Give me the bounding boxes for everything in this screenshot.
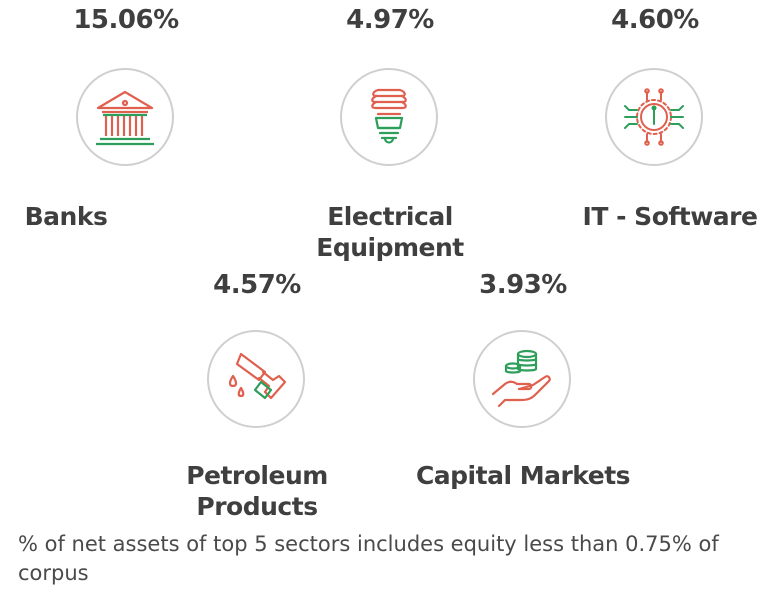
footnote: % of net assets of top 5 sectors include… (18, 532, 719, 585)
sector-banks: 15.06% Banks (11, 5, 241, 245)
sector-electrical-equipment: 4.97% Electrical Equipment (275, 5, 505, 265)
icon-circle (473, 330, 571, 428)
sector-percentage: 4.97% (346, 5, 434, 35)
sector-petroleum-products: 4.57% Petroleum Products (142, 270, 372, 530)
icon-circle (340, 68, 438, 166)
sector-percentage: 15.06% (73, 5, 179, 35)
coins-hand-icon (491, 349, 551, 408)
sector-name: Petroleum Products (186, 461, 328, 521)
sector-percentage: 4.57% (213, 270, 301, 300)
icon-circle (76, 68, 174, 166)
sector-name: IT - Software (582, 202, 758, 231)
sector-it-software: 4.60% IT - Software (540, 5, 763, 245)
bank-icon (96, 90, 154, 146)
icon-circle (207, 330, 305, 428)
sector-name: Capital Markets (415, 461, 631, 490)
sector-percentage: 4.60% (611, 5, 699, 35)
chip-icon (624, 88, 684, 146)
light-bulb-icon (371, 88, 407, 144)
sector-capital-markets: 3.93% Capital Markets (408, 270, 638, 510)
sector-percentage: 3.93% (479, 270, 567, 300)
icon-circle (605, 68, 703, 166)
sector-name: Electrical Equipment (316, 202, 464, 262)
sector-name: Banks (24, 202, 108, 231)
fuel-nozzle-icon (228, 352, 287, 400)
